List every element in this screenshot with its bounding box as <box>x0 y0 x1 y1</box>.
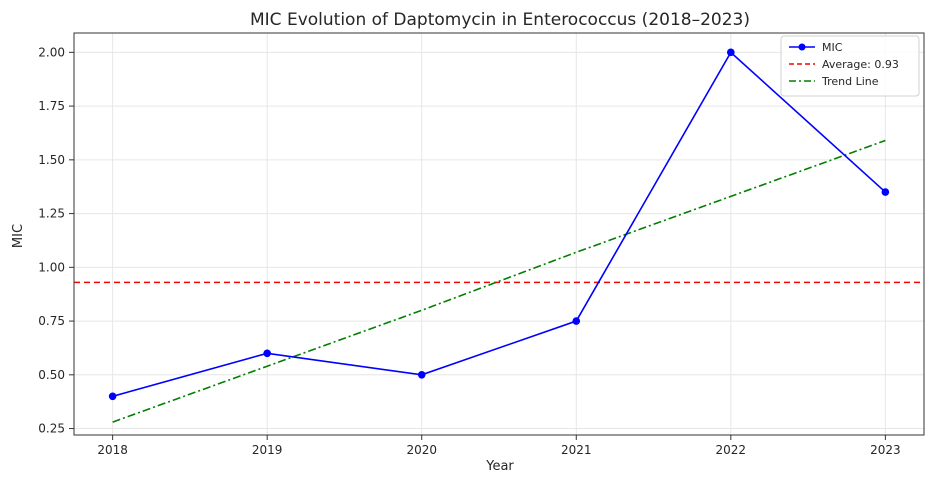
mic-point <box>727 48 735 57</box>
plot-frame <box>73 32 925 436</box>
y-tick-label: 1.75 <box>38 99 65 113</box>
mic-point <box>417 371 426 379</box>
axes: 2018 2019 2020 2021 2022 2023 0.25 0.50 0.75 1.00… <box>38 32 925 457</box>
legend-label-trend: Trend Line <box>821 75 879 88</box>
legend-entry-mic: MIC <box>789 41 843 54</box>
mic-point <box>108 392 117 401</box>
y-tick-label: 0.25 <box>38 422 65 436</box>
mic-line <box>112 51 886 398</box>
y-tick-label: 2.00 <box>38 45 65 59</box>
legend-marker-mic <box>798 43 806 51</box>
series-layer <box>74 48 924 423</box>
legend-box <box>780 35 920 97</box>
mic-point <box>572 317 581 325</box>
legend: MIC Average: 0.93 Trend Line <box>780 35 920 97</box>
legend-entry-average: Average: 0.93 <box>789 58 899 71</box>
y-tick-label: 1.25 <box>38 207 65 221</box>
x-axis-label: Year <box>485 459 514 474</box>
legend-entry-trend: Trend Line <box>789 75 879 88</box>
x-tick-label: 2023 <box>870 443 901 457</box>
chart-title: MIC Evolution of Daptomycin in Enterococ… <box>250 10 750 30</box>
x-tick-label: 2018 <box>97 443 128 457</box>
x-tick-label: 2022 <box>716 443 747 457</box>
legend-label-mic: MIC <box>822 41 843 54</box>
y-tick-label: 0.50 <box>38 368 65 382</box>
mic-point <box>881 188 890 196</box>
y-tick-label: 0.75 <box>38 314 65 328</box>
x-tick-label: 2020 <box>406 443 437 457</box>
x-tick-label: 2021 <box>561 443 592 457</box>
y-tick-label: 1.50 <box>38 153 65 167</box>
trend-line <box>112 139 886 423</box>
y-tick-label: 1.00 <box>38 260 65 274</box>
mic-point <box>263 349 271 358</box>
legend-label-average: Average: 0.93 <box>822 58 899 71</box>
x-tick-label: 2019 <box>252 443 283 457</box>
y-axis-label: MIC <box>11 224 26 248</box>
